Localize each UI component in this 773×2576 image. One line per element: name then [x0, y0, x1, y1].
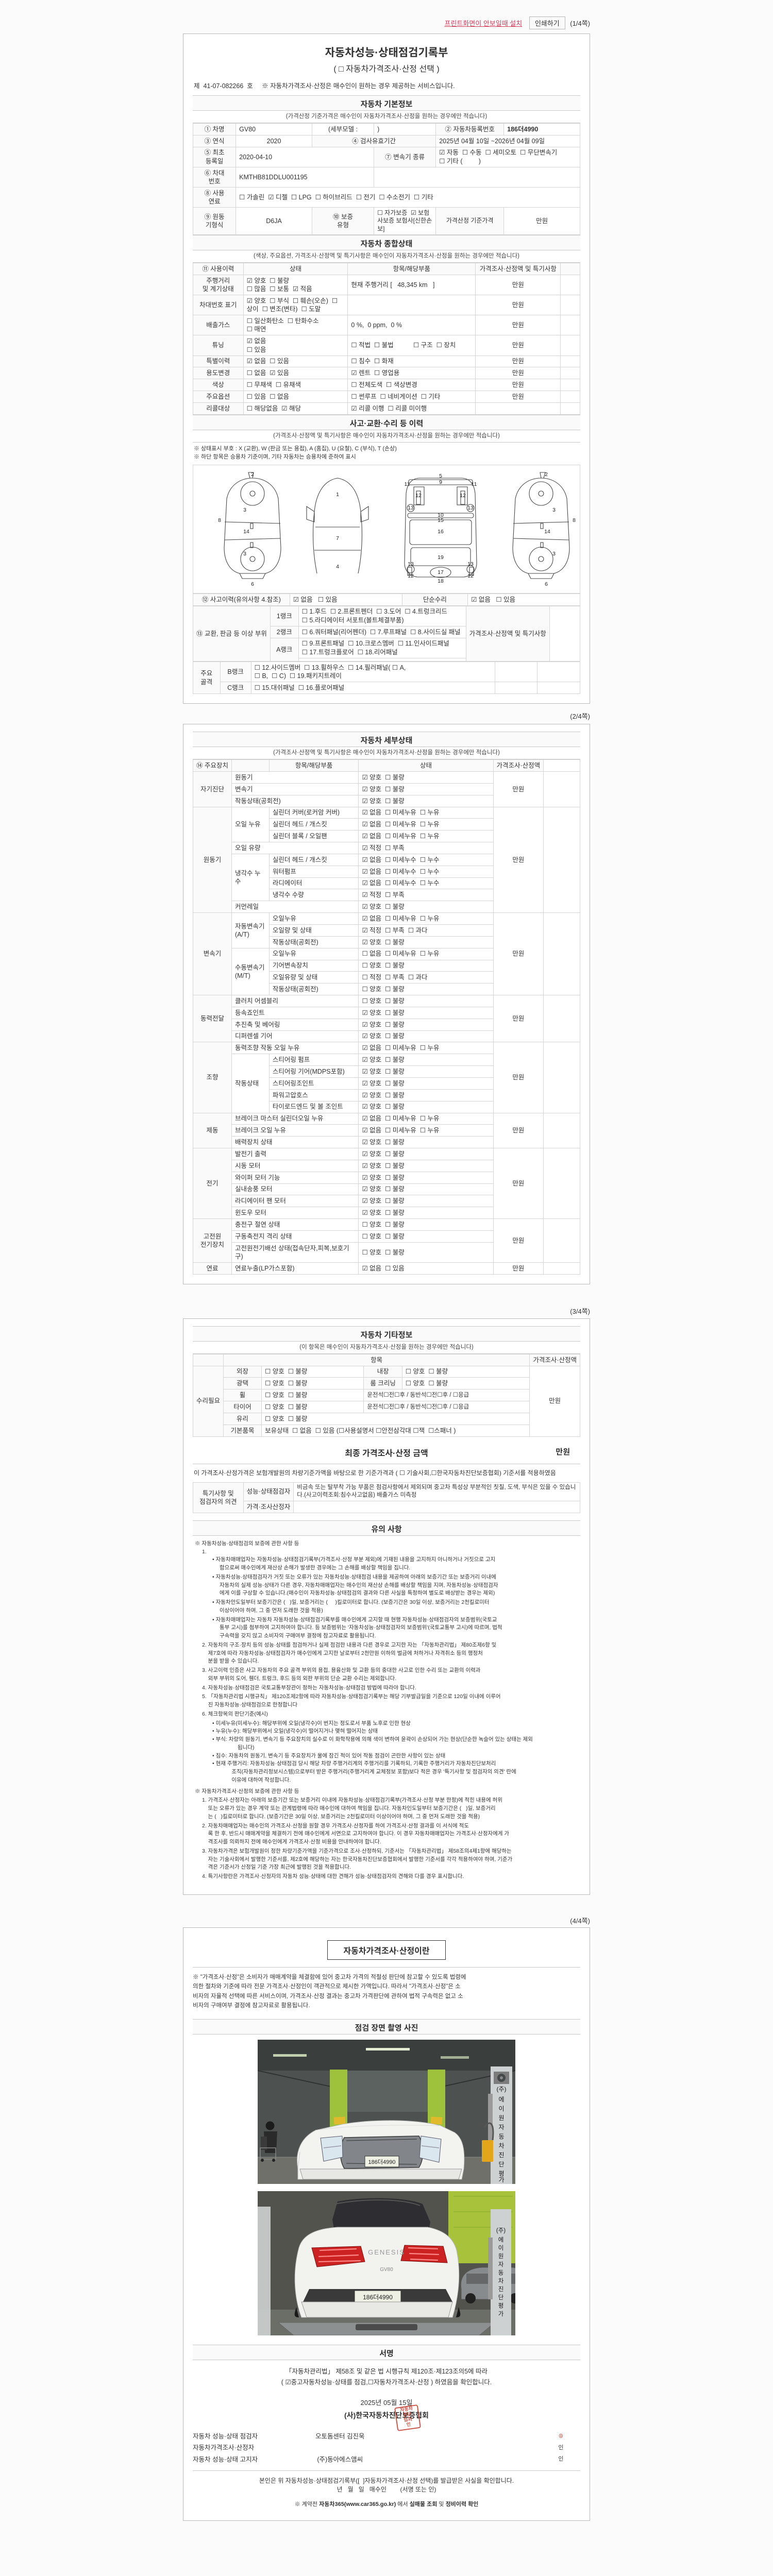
svg-text:차: 차 [498, 2142, 504, 2149]
svg-text:11: 11 [472, 481, 477, 487]
svg-text:9: 9 [439, 479, 442, 485]
svg-text:3: 3 [552, 551, 556, 557]
svg-text:186더4990: 186더4990 [368, 2159, 396, 2165]
svg-text:원: 원 [498, 2252, 504, 2260]
svg-text:13: 13 [467, 505, 474, 511]
svg-text:13: 13 [408, 561, 414, 567]
svg-text:동: 동 [498, 2133, 504, 2140]
svg-text:7: 7 [336, 535, 339, 541]
svg-text:12: 12 [415, 493, 422, 499]
svg-text:14: 14 [243, 529, 249, 535]
svg-text:가: 가 [498, 2176, 504, 2183]
svg-text:이: 이 [498, 2245, 504, 2251]
svg-text:13: 13 [467, 561, 474, 567]
svg-text:17: 17 [438, 569, 444, 575]
svg-text:2: 2 [251, 471, 254, 478]
svg-text:차: 차 [498, 2278, 504, 2284]
svg-text:2: 2 [545, 471, 548, 478]
svg-text:진: 진 [498, 2286, 504, 2293]
svg-text:GENESIS: GENESIS [368, 2248, 405, 2256]
svg-text:에: 에 [498, 2096, 504, 2103]
svg-text:11: 11 [405, 481, 410, 487]
svg-text:3: 3 [552, 507, 556, 513]
svg-text:(주): (주) [496, 2086, 506, 2093]
svg-text:15: 15 [438, 517, 444, 523]
svg-text:동: 동 [498, 2270, 504, 2276]
svg-text:에: 에 [498, 2236, 504, 2243]
svg-text:12: 12 [408, 573, 414, 579]
svg-text:평: 평 [498, 2302, 504, 2309]
svg-text:13: 13 [408, 505, 414, 511]
svg-text:12: 12 [467, 573, 474, 579]
svg-text:가: 가 [498, 2311, 504, 2317]
svg-text:자: 자 [498, 2261, 504, 2268]
svg-text:원: 원 [498, 2114, 504, 2122]
svg-text:3: 3 [243, 507, 246, 513]
svg-text:6: 6 [545, 581, 548, 587]
svg-text:1: 1 [336, 492, 339, 498]
svg-text:진: 진 [498, 2151, 504, 2159]
svg-text:8: 8 [573, 517, 576, 523]
svg-text:GV80: GV80 [380, 2267, 393, 2273]
svg-text:3: 3 [243, 551, 246, 557]
svg-text:6: 6 [251, 581, 254, 587]
svg-text:12: 12 [460, 493, 466, 499]
svg-text:186더4990: 186더4990 [363, 2294, 393, 2301]
svg-text:4: 4 [336, 564, 339, 570]
svg-text:5: 5 [439, 473, 442, 479]
svg-text:16: 16 [438, 529, 444, 535]
svg-text:자: 자 [498, 2124, 504, 2131]
svg-text:단: 단 [498, 2294, 504, 2301]
svg-text:18: 18 [438, 578, 444, 584]
svg-text:단: 단 [498, 2161, 504, 2168]
svg-text:(주): (주) [496, 2228, 506, 2234]
svg-text:8: 8 [218, 517, 221, 523]
svg-text:이: 이 [498, 2105, 504, 2112]
svg-text:14: 14 [544, 529, 550, 535]
svg-text:19: 19 [438, 554, 444, 561]
